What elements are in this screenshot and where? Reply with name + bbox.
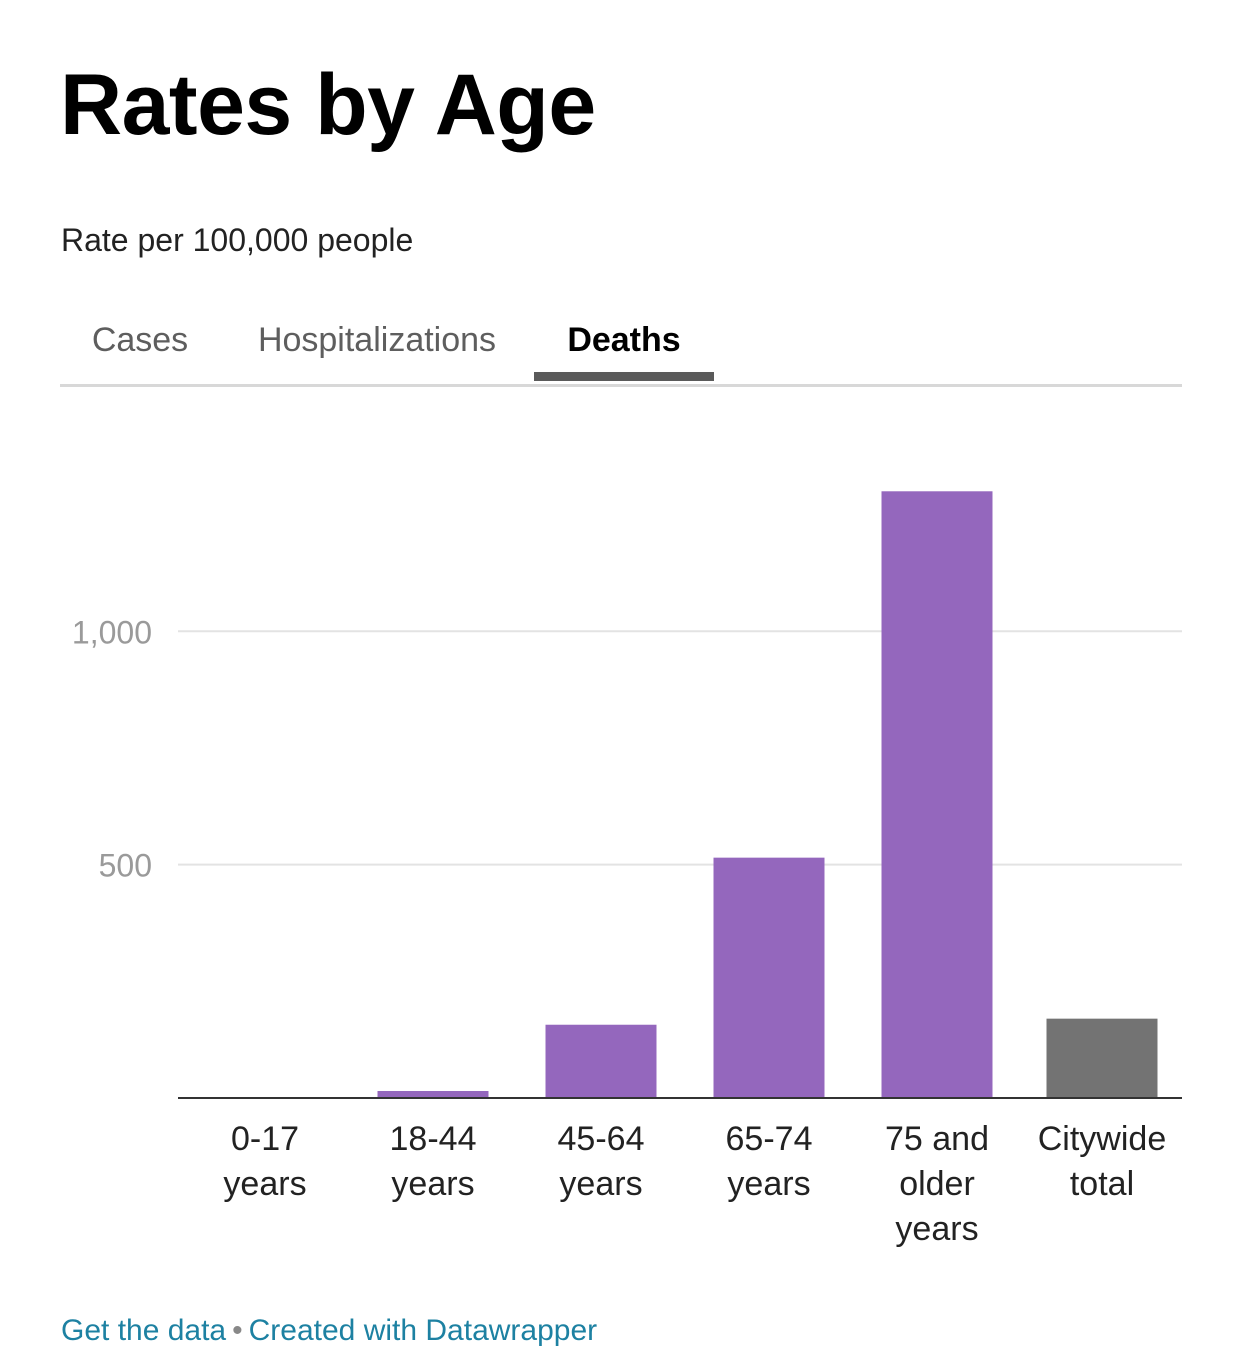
y-tick-label: 1,000 xyxy=(72,614,152,650)
x-tick-label-line: 18-44 xyxy=(390,1120,477,1158)
x-tick-label-line: older xyxy=(899,1165,975,1203)
bar xyxy=(713,857,825,1098)
x-tick-label: 18-44 years xyxy=(390,1120,477,1203)
metric-tabs: Cases Hospitalizations Deaths xyxy=(60,300,1182,387)
x-tick-label: 0-17 years xyxy=(223,1120,306,1203)
get-data-link[interactable]: Get the data xyxy=(61,1314,227,1347)
x-tick-label-line: Citywide xyxy=(1038,1120,1166,1158)
x-tick-label-line: 45-64 xyxy=(558,1120,645,1158)
bar xyxy=(881,491,993,1098)
x-tick-label-line: years xyxy=(727,1165,810,1203)
bar xyxy=(545,1024,657,1098)
x-tick-label-line: 75 and xyxy=(885,1120,989,1158)
x-tick-label-line: 0-17 xyxy=(231,1120,299,1158)
y-tick-label: 500 xyxy=(99,848,152,884)
bar xyxy=(377,1090,489,1098)
x-tick-label: 45-64 years xyxy=(558,1120,645,1203)
x-tick-label-line: years xyxy=(391,1165,474,1203)
tab-cases[interactable]: Cases xyxy=(91,320,189,359)
footer: Get the data • Created with Datawrapper xyxy=(61,1313,597,1349)
chart-title: Rates by Age xyxy=(60,57,596,153)
x-tick-label-line: total xyxy=(1070,1165,1134,1203)
tab-hospitalizations[interactable]: Hospitalizations xyxy=(257,320,497,359)
x-tick-label-line: 65-74 xyxy=(726,1120,813,1158)
chart-subtitle: Rate per 100,000 people xyxy=(61,222,414,258)
bar xyxy=(1046,1018,1158,1098)
datawrapper-link[interactable]: Created with Datawrapper xyxy=(248,1314,598,1347)
x-tick-label: Citywide total xyxy=(1038,1120,1166,1203)
x-tick-label: 65-74 years xyxy=(726,1120,813,1203)
footer-separator: • xyxy=(232,1314,243,1347)
tab-deaths[interactable]: Deaths xyxy=(534,300,714,381)
x-tick-label-line: years xyxy=(895,1210,978,1248)
x-tick-label-line: years xyxy=(559,1165,642,1203)
x-tick-label-line: years xyxy=(223,1165,306,1203)
x-tick-label: 75 and older years xyxy=(885,1120,989,1248)
